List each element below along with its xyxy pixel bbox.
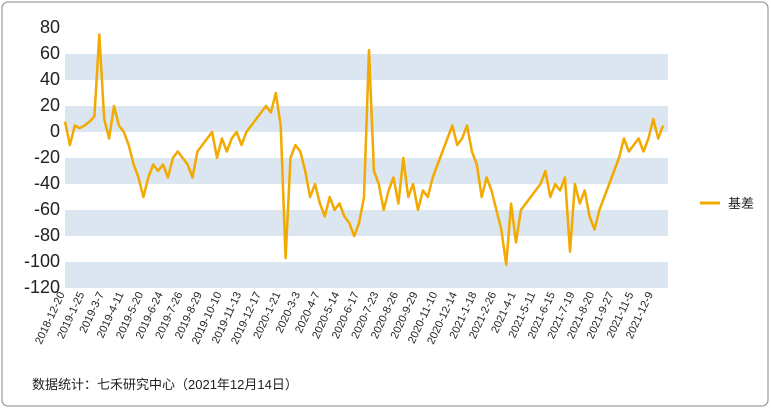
legend-label: 基差: [728, 196, 754, 211]
grid-band: [65, 158, 668, 184]
y-tick-label: -120: [24, 277, 60, 297]
grid-band: [65, 54, 668, 80]
source-note: 数据统计：七禾研究中心（2021年12月14日）: [32, 377, 298, 392]
y-tick-label: -20: [34, 147, 60, 167]
y-tick-label: -60: [34, 199, 60, 219]
grid-band: [65, 262, 668, 288]
y-tick-label: -40: [34, 173, 60, 193]
y-tick-label: 80: [40, 17, 60, 37]
y-tick-label: 0: [50, 121, 60, 141]
y-tick-label: -100: [24, 251, 60, 271]
grid-band: [65, 210, 668, 236]
y-tick-label: 40: [40, 69, 60, 89]
y-tick-label: 20: [40, 95, 60, 115]
y-tick-label: 60: [40, 43, 60, 63]
line: [63, 33, 665, 266]
y-tick-label: -80: [34, 225, 60, 245]
